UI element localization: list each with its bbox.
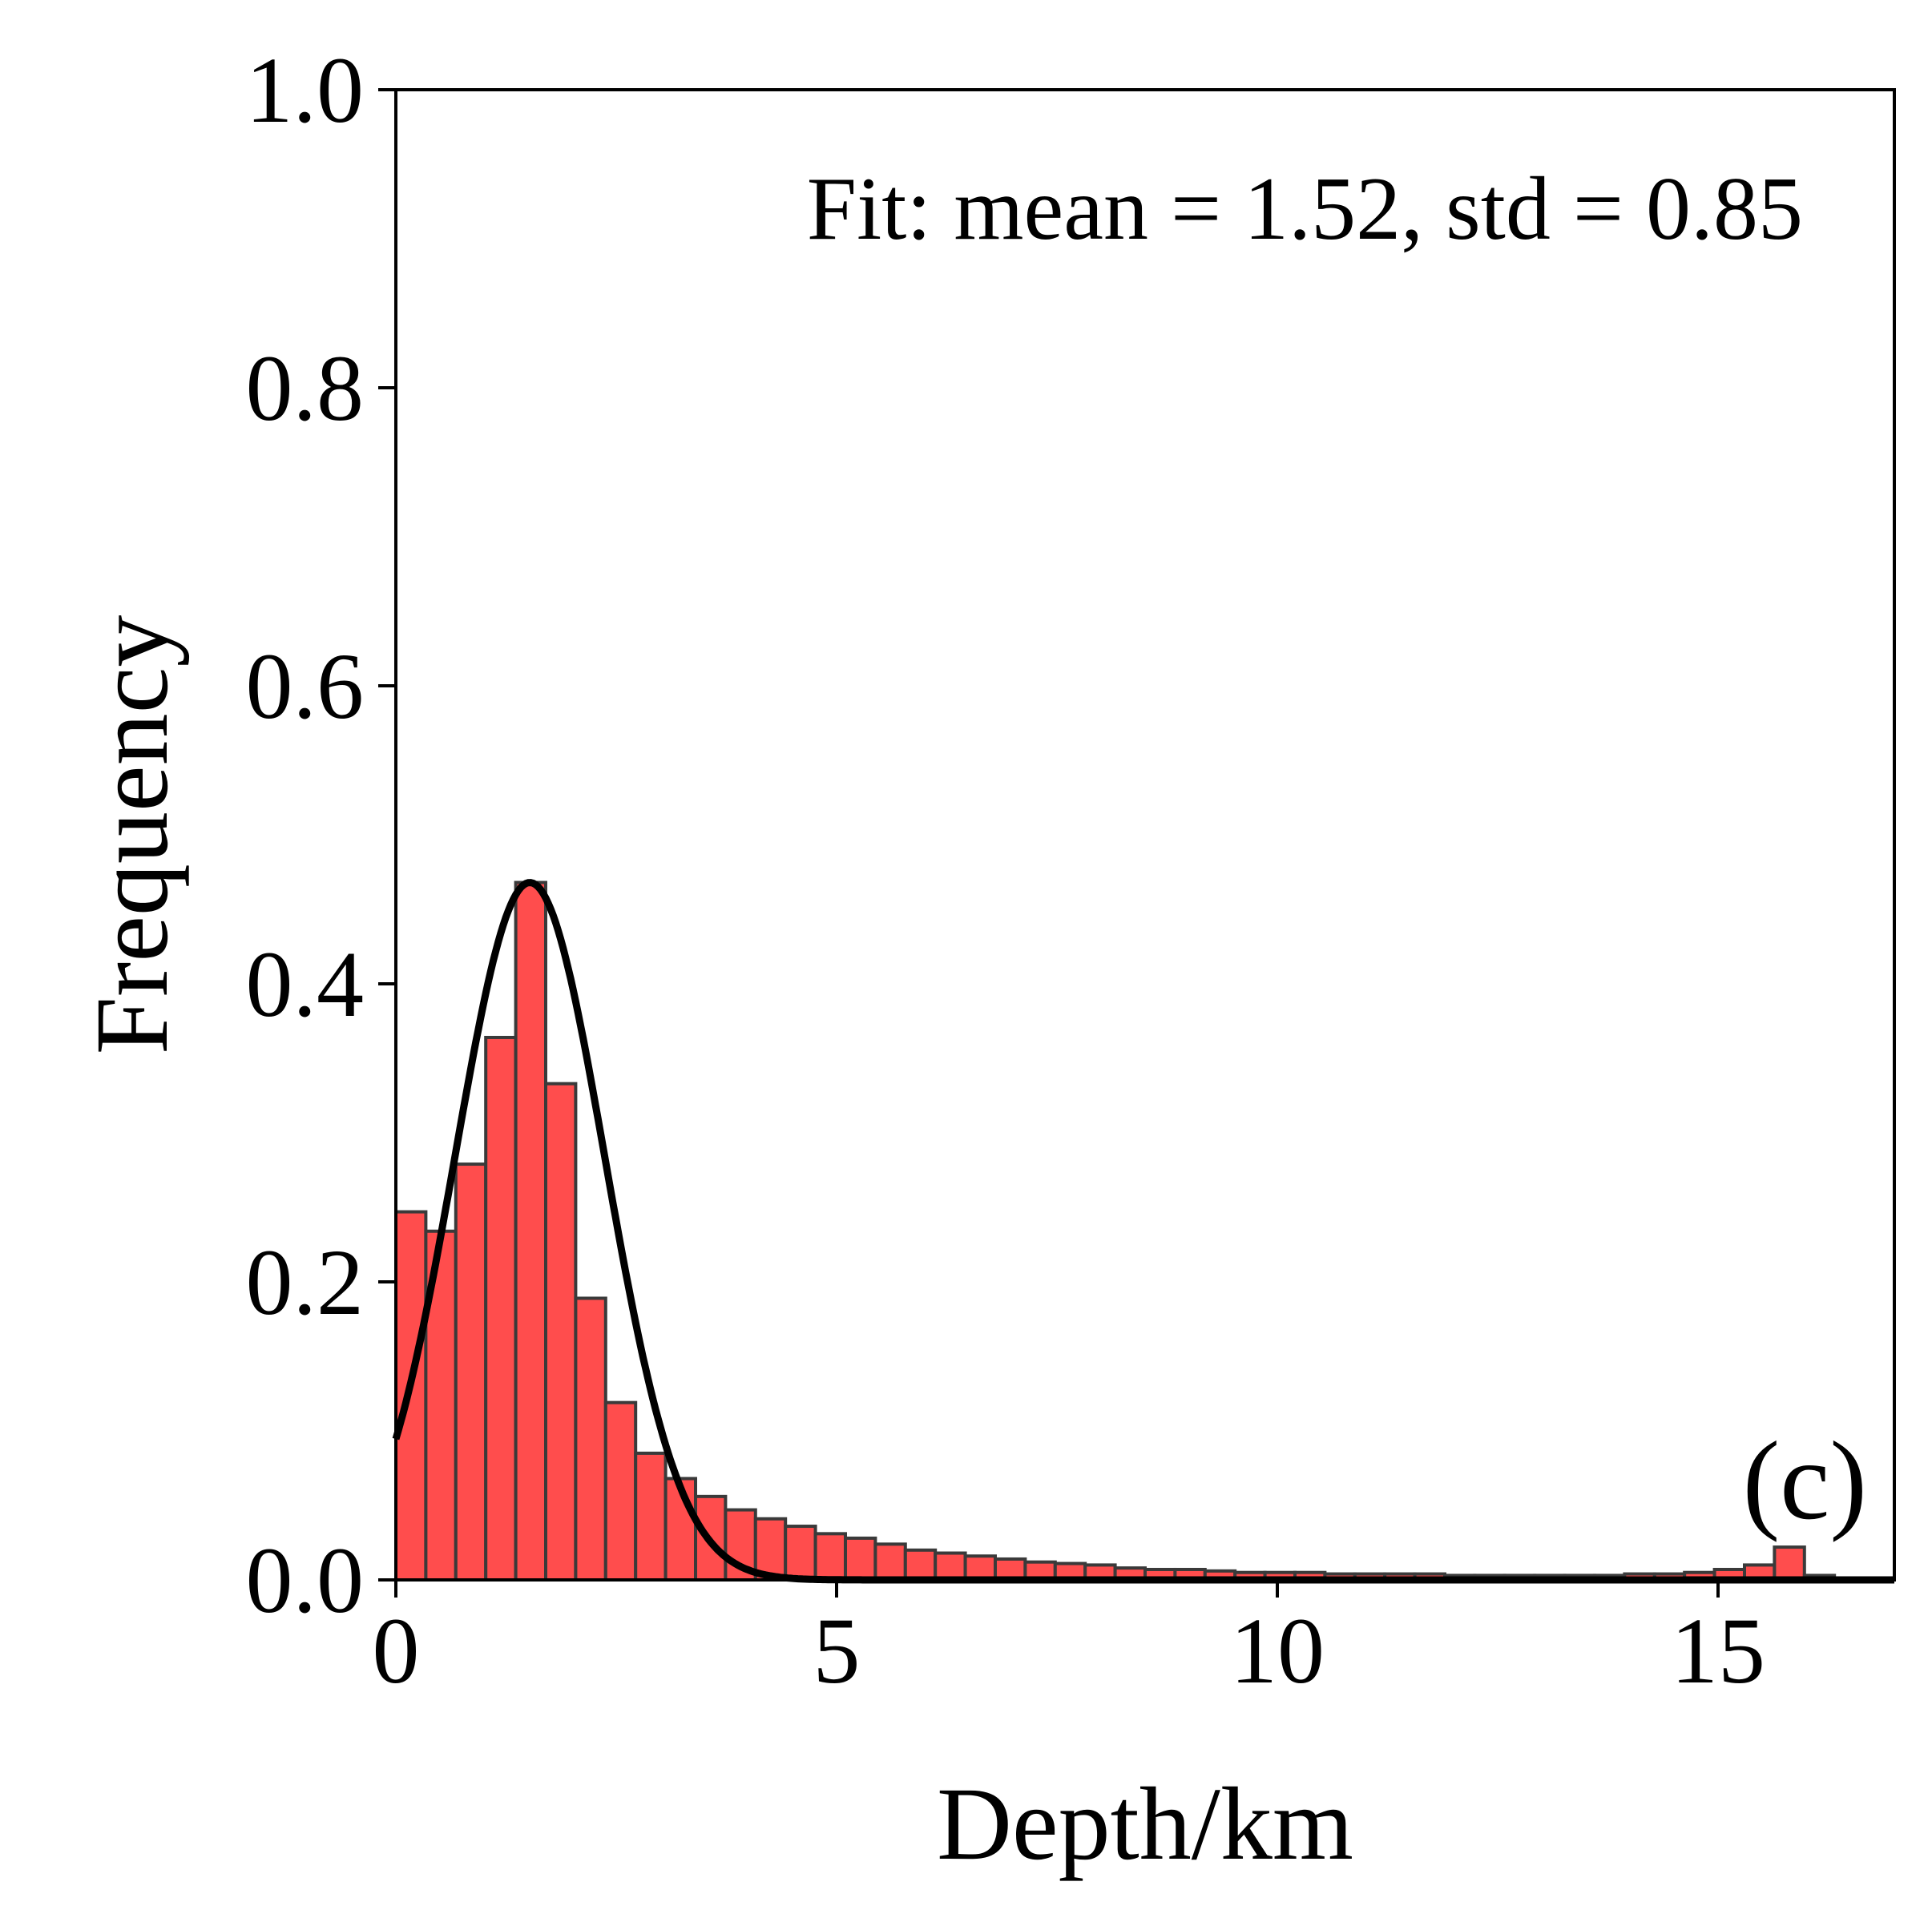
y-tick-label: 1.0 (246, 38, 365, 143)
histogram-bar (844, 1536, 877, 1582)
x-axis-ticks: 0 5 10 15 (373, 1580, 1765, 1703)
y-tick-label: 0.2 (246, 1230, 365, 1335)
y-tick-label: 0.4 (246, 932, 365, 1037)
histogram-bar (514, 880, 547, 1582)
histogram-bar (1773, 1545, 1806, 1582)
y-axis-ticks: 0.0 0.2 0.4 0.6 0.8 1.0 (246, 38, 396, 1633)
histogram-bar (454, 1162, 488, 1582)
x-tick-label: 15 (1671, 1598, 1765, 1703)
plot-frame (394, 88, 1896, 1582)
histogram-bars (394, 880, 1837, 1582)
histogram-bar (603, 1400, 638, 1582)
x-tick-label: 5 (813, 1598, 861, 1703)
x-tick-label: 0 (373, 1598, 420, 1703)
histogram-bar (634, 1451, 668, 1582)
histogram-bar (813, 1532, 847, 1582)
histogram-bar (484, 1035, 518, 1582)
histogram-bar (873, 1542, 907, 1582)
histogram-bar (574, 1296, 607, 1582)
x-tick-label: 10 (1230, 1598, 1325, 1703)
fit-annotation: Fit: mean = 1.52, std = 0.85 (807, 159, 1803, 259)
x-axis-title: Depth/km (937, 1767, 1353, 1882)
y-tick-label: 0.8 (246, 336, 365, 441)
panel-label: (c) (1743, 1419, 1867, 1543)
histogram-bar (784, 1525, 817, 1582)
y-axis-title: Frequency (75, 615, 190, 1055)
y-tick-label: 0.6 (246, 634, 365, 739)
histogram-bar (544, 1082, 578, 1582)
histogram-bar (934, 1551, 967, 1582)
histogram-bar (903, 1548, 938, 1582)
y-tick-label: 0.0 (246, 1528, 365, 1633)
